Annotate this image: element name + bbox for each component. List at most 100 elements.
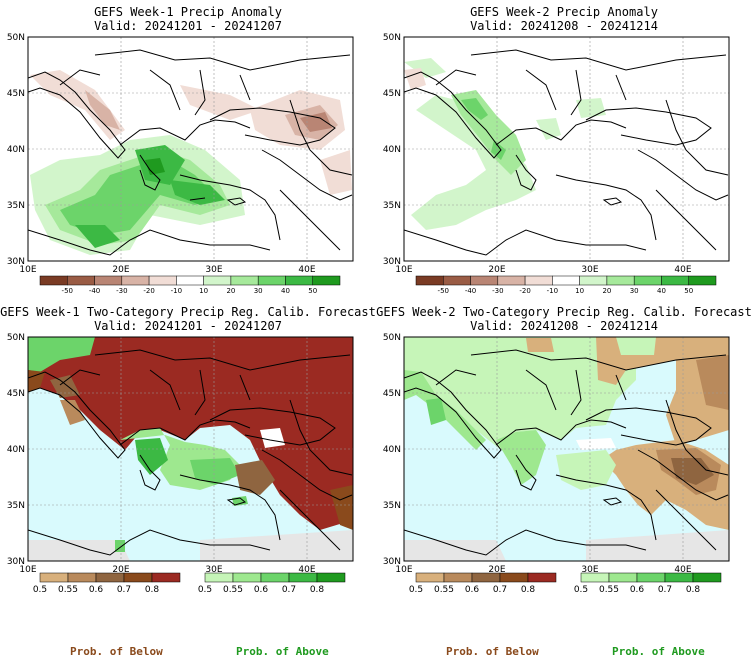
colorbar-tick-label: 0.8: [686, 585, 701, 595]
lat-label: 50N: [383, 333, 401, 343]
colorbar-tick-label: -50: [62, 287, 73, 295]
colorbar-tick-label: 10: [199, 287, 208, 295]
colorbar-tick-label: -50: [438, 287, 449, 295]
probability-shading: [404, 337, 729, 561]
lon-label: 30E: [205, 265, 222, 275]
colorbar-tick-label: 40: [281, 287, 290, 295]
anomaly-colorbar: -50 -40 -30 -20 -10 10 20 30 40 50: [415, 275, 717, 295]
colorbar-swatch: [121, 275, 150, 286]
footer-prob-above: Prob. of Above: [612, 645, 705, 658]
below-colorbar: 0.5 0.55 0.6 0.7 0.8: [33, 572, 181, 595]
lat-label: 35N: [383, 201, 401, 211]
panel-valid-dates: Valid: 20241208 - 20241214: [470, 19, 658, 33]
lat-lon-gridlines: [28, 337, 353, 561]
colorbar-swatch: [67, 275, 95, 286]
colorbar-tick-label: -10: [547, 287, 558, 295]
colorbar-swatch: [148, 275, 177, 286]
colorbar-swatch: [608, 572, 638, 583]
lat-label: 45N: [7, 89, 25, 99]
panel-week2-probability: GEFS Week-2 Two-Category Precip Reg. Cal…: [376, 300, 752, 610]
colorbar-swatch: [151, 572, 181, 583]
lat-label: 40N: [7, 445, 25, 455]
colorbar-swatch: [443, 275, 471, 286]
colorbar-swatch: [443, 572, 473, 583]
lat-label: 30N: [7, 557, 25, 567]
colorbar-swatch: [67, 572, 97, 583]
map-week1-anomaly: 50N 45N 40N 35N 30N 10E 20E 30E 40E -50-…: [7, 33, 354, 295]
colorbar-swatch: [230, 275, 259, 286]
colorbar-tick-label: 0.8: [145, 585, 160, 595]
colorbar-swatch: [497, 275, 526, 286]
coastlines-borders: [404, 349, 729, 556]
lat-label: 35N: [7, 201, 25, 211]
lon-label: 10E: [395, 565, 412, 575]
colorbar-tick-label: 0.5: [574, 585, 588, 595]
colorbar-tick-label: 0.55: [223, 585, 243, 595]
colorbar-swatch: [415, 572, 445, 583]
panel-valid-dates: Valid: 20241208 - 20241214: [470, 319, 658, 333]
colorbar-swatch: [288, 572, 318, 583]
coastlines-borders: [28, 349, 353, 556]
colorbar-swatch: [204, 572, 234, 583]
lat-label: 40N: [7, 145, 25, 155]
colorbar-swatch: [470, 275, 499, 286]
lat-label: 35N: [383, 501, 401, 511]
colorbar-tick-label: 30: [630, 287, 639, 295]
colorbar-swatch: [123, 572, 153, 583]
colorbar-tick-label: -10: [171, 287, 182, 295]
colorbar-tick-label: 0.8: [310, 585, 325, 595]
map-week2-probability: 50N 45N 40N 35N 30N 10E 20E 30E 40E 0.5 0…: [383, 333, 730, 595]
lon-label: 40E: [298, 565, 315, 575]
lon-label: 10E: [19, 565, 36, 575]
lat-label: 30N: [383, 557, 401, 567]
colorbar-swatch: [552, 275, 580, 286]
coastlines-borders: [404, 49, 729, 256]
probability-shading: [28, 337, 353, 561]
colorbar-swatch: [94, 275, 123, 286]
map-week2-anomaly: 50N 45N 40N 35N 30N 10E 20E 30E 40E -50-…: [383, 33, 730, 295]
colorbar-swatch: [636, 572, 666, 583]
panel-title: GEFS Week-1 Two-Category Precip Reg. Cal…: [0, 305, 376, 319]
colorbar-tick-label: 20: [602, 287, 611, 295]
colorbar-tick-label: -30: [492, 287, 503, 295]
lat-label: 40N: [383, 445, 401, 455]
colorbar-tick-label: -30: [116, 287, 127, 295]
map-frame: [403, 336, 730, 562]
lon-label: 40E: [674, 265, 691, 275]
panel-title: GEFS Week-2 Two-Category Precip Reg. Cal…: [376, 305, 752, 319]
colorbar-swatch: [95, 572, 125, 583]
anomaly-shading: [30, 70, 352, 255]
lon-label: 30E: [581, 265, 598, 275]
panel-valid-dates: Valid: 20241201 - 20241207: [94, 319, 282, 333]
colorbar-tick-label: 0.7: [658, 585, 672, 595]
anomaly-colorbar: -50 -40 -30 -20 -10 10 20 30 40 50: [39, 275, 341, 295]
map-frame: [27, 36, 354, 262]
panel-week2-anomaly: GEFS Week-2 Precip Anomaly Valid: 202412…: [376, 0, 752, 310]
panel-valid-dates: Valid: 20241201 - 20241207: [94, 19, 282, 33]
lon-label: 40E: [298, 265, 315, 275]
colorbar-tick-label: 0.7: [493, 585, 507, 595]
colorbar-swatch: [415, 275, 444, 286]
lon-label: 30E: [205, 565, 222, 575]
colorbar-tick-label: 0.55: [434, 585, 454, 595]
colorbar-tick-label: 50: [684, 287, 693, 295]
colorbar-swatch: [257, 275, 286, 286]
colorbar-tick-label: 0.55: [58, 585, 78, 595]
footer-prob-below: Prob. of Below: [70, 645, 163, 658]
colorbar-swatch: [661, 275, 689, 286]
lon-label: 20E: [112, 565, 129, 575]
colorbar-tick-label: -20: [143, 287, 154, 295]
lat-label: 45N: [7, 389, 25, 399]
colorbar-tick-label: 0.5: [409, 585, 423, 595]
lon-label: 20E: [488, 265, 505, 275]
colorbar-tick-label: 0.6: [89, 585, 104, 595]
lat-label: 35N: [7, 501, 25, 511]
colorbar-tick-label: 0.8: [521, 585, 536, 595]
above-colorbar: 0.5 0.55 0.6 0.7 0.8: [574, 572, 722, 595]
colorbar-swatch: [692, 572, 722, 583]
colorbar-swatch: [316, 572, 346, 583]
colorbar-swatch: [260, 572, 290, 583]
colorbar-swatch: [39, 275, 68, 286]
colorbar-swatch: [527, 572, 557, 583]
lon-label: 40E: [674, 565, 691, 575]
